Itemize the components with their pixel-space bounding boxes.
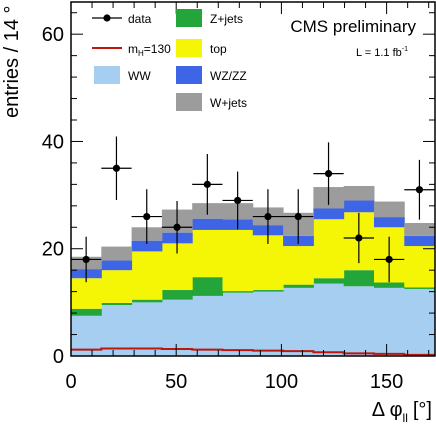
bar-z-jets-2 bbox=[131, 299, 163, 303]
data-points bbox=[71, 136, 435, 283]
x-axis-label-symbol: Δ φ bbox=[372, 399, 403, 421]
data-point-7 bbox=[294, 212, 302, 221]
bar-top-11 bbox=[404, 246, 436, 288]
y-tick-label-40: 40 bbox=[42, 131, 64, 153]
data-point-0 bbox=[82, 255, 90, 264]
legend: data Z+jets mH=130 top WW WZ/ZZ W+jets bbox=[92, 9, 247, 111]
axis-ticks bbox=[70, 2, 435, 357]
signal-line-group bbox=[71, 347, 435, 356]
bar-ww-5 bbox=[222, 292, 254, 356]
bar-z-jets-5 bbox=[222, 291, 254, 293]
bar-z-jets-1 bbox=[101, 302, 133, 306]
data-point-1 bbox=[112, 164, 121, 172]
data-point-6 bbox=[264, 212, 272, 221]
legend-label-data: data bbox=[128, 12, 152, 26]
bar-wz-zz-1 bbox=[101, 260, 133, 271]
bar-z-jets-11 bbox=[404, 287, 436, 289]
legend-label-higgs-sub: H bbox=[138, 49, 144, 58]
legend-label-top: top bbox=[210, 42, 227, 56]
bar-top-7 bbox=[283, 246, 314, 285]
bar-ww-4 bbox=[192, 295, 223, 356]
legend-label-wjets: W+jets bbox=[210, 96, 247, 110]
bar-top-6 bbox=[252, 235, 284, 291]
bar-wz-zz-9 bbox=[343, 200, 375, 213]
bar-ww-6 bbox=[252, 291, 284, 356]
bar-top-4 bbox=[192, 229, 223, 278]
x-tick-label-50: 50 bbox=[165, 371, 187, 393]
bar-w-jets-1 bbox=[101, 246, 133, 261]
legend-swatch-wjets bbox=[176, 93, 202, 111]
y-tick-label-20: 20 bbox=[42, 239, 64, 261]
x-tick-label-0: 0 bbox=[65, 371, 76, 393]
bar-top-1 bbox=[101, 270, 133, 303]
tick-labels: 0 50 100 150 0 20 40 60 bbox=[42, 24, 404, 393]
cms-preliminary-label: CMS preliminary bbox=[290, 17, 416, 36]
legend-swatch-wzzz bbox=[176, 66, 202, 84]
bar-ww-3 bbox=[161, 299, 193, 356]
x-axis-label-subscript: ll bbox=[403, 411, 408, 425]
bar-wz-zz-4 bbox=[192, 218, 223, 230]
luminosity-exponent: -1 bbox=[402, 46, 408, 53]
bar-z-jets-6 bbox=[252, 290, 284, 292]
legend-data-marker bbox=[103, 14, 111, 22]
bar-wz-zz-10 bbox=[373, 217, 405, 228]
bar-wz-zz-11 bbox=[404, 235, 436, 247]
data-point-4 bbox=[203, 180, 211, 188]
legend-label-higgs-m: m bbox=[128, 42, 138, 56]
bar-ww-8 bbox=[313, 283, 345, 356]
bar-w-jets-11 bbox=[404, 222, 436, 236]
y-axis-label: entries / 14 ° bbox=[1, 6, 23, 119]
y-tick-label-60: 60 bbox=[42, 24, 64, 46]
x-axis-label-unit: [°] bbox=[413, 399, 432, 421]
stacked-bars bbox=[71, 185, 436, 356]
bar-wz-zz-8 bbox=[313, 208, 345, 220]
data-point-9 bbox=[355, 234, 363, 242]
bar-z-jets-0 bbox=[71, 308, 102, 316]
signal-higgs-line bbox=[71, 347, 435, 356]
bar-ww-9 bbox=[343, 286, 375, 356]
legend-label-wzzz: WZ/ZZ bbox=[210, 69, 247, 83]
luminosity-label: L = 1.1 fb-1 bbox=[356, 46, 408, 59]
bar-w-jets-10 bbox=[373, 201, 405, 218]
bar-top-2 bbox=[131, 251, 163, 300]
bar-w-jets-9 bbox=[343, 185, 375, 201]
x-tick-label-100: 100 bbox=[265, 371, 298, 393]
bar-top-0 bbox=[71, 278, 102, 309]
bar-z-jets-9 bbox=[343, 270, 375, 287]
data-point-8 bbox=[324, 170, 333, 178]
bar-z-jets-8 bbox=[313, 278, 345, 284]
bar-top-5 bbox=[222, 229, 254, 292]
data-point-3 bbox=[173, 223, 181, 231]
bar-ww-11 bbox=[404, 288, 436, 356]
y-tick-label-0: 0 bbox=[53, 346, 64, 368]
legend-label-higgs: mH=130 bbox=[128, 42, 171, 58]
luminosity-value: L = 1.1 fb bbox=[356, 47, 402, 59]
data-point-10 bbox=[385, 255, 393, 264]
data-point-2 bbox=[143, 212, 151, 221]
bar-z-jets-4 bbox=[192, 277, 223, 296]
x-axis-label: Δ φll [°] bbox=[372, 399, 432, 425]
bar-top-8 bbox=[313, 219, 345, 279]
legend-swatch-ww bbox=[94, 66, 120, 84]
bar-ww-7 bbox=[283, 287, 314, 356]
data-point-5 bbox=[234, 196, 242, 205]
plot-frame bbox=[70, 1, 436, 357]
bar-z-jets-7 bbox=[283, 284, 314, 288]
legend-label-zjets: Z+jets bbox=[210, 12, 243, 26]
legend-swatch-zjets bbox=[176, 9, 202, 27]
bar-ww-2 bbox=[131, 302, 163, 356]
legend-label-ww: WW bbox=[128, 69, 151, 83]
legend-swatch-top bbox=[176, 39, 202, 57]
bar-ww-10 bbox=[373, 287, 405, 356]
data-point-11 bbox=[415, 186, 424, 194]
bar-z-jets-3 bbox=[161, 290, 193, 300]
x-tick-label-150: 150 bbox=[370, 371, 403, 393]
bar-wz-zz-2 bbox=[131, 240, 163, 252]
bar-z-jets-10 bbox=[373, 282, 405, 288]
legend-label-higgs-rest: =130 bbox=[144, 42, 171, 56]
